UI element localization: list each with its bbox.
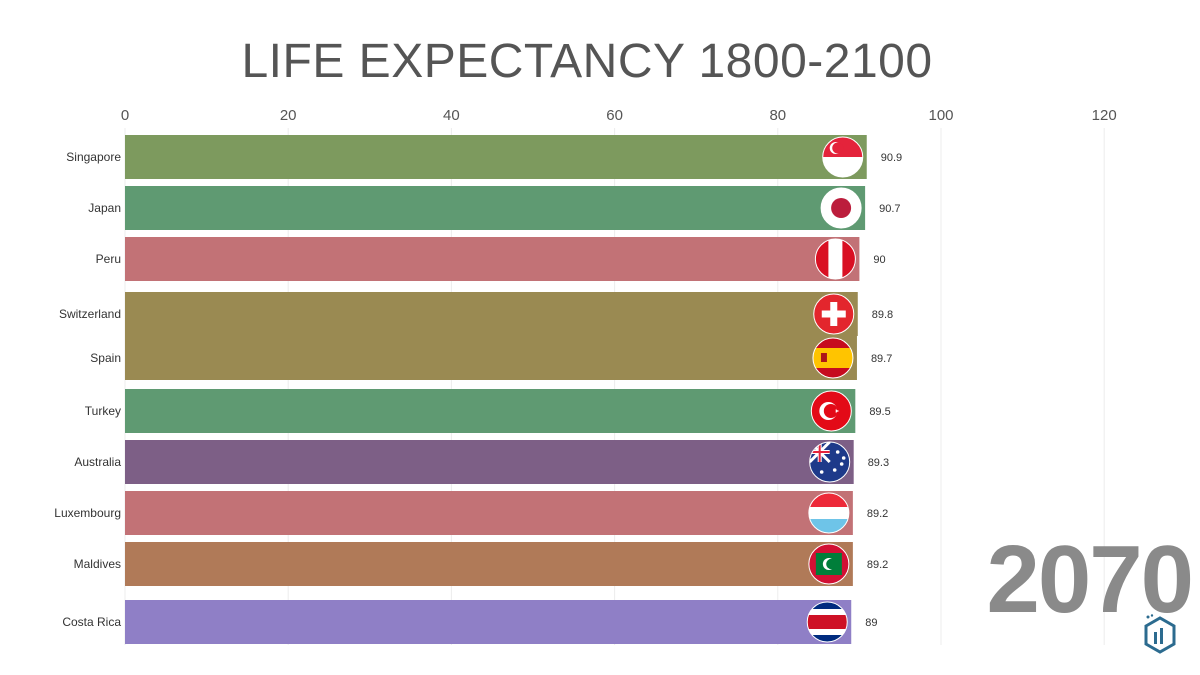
x-tick-label: 0 [121, 107, 129, 124]
turkey-flag-icon [810, 390, 852, 432]
bar [125, 491, 853, 535]
switzerland-flag-icon [813, 293, 855, 335]
value-label: 90.7 [879, 203, 900, 215]
value-label: 89.8 [872, 309, 893, 321]
value-label: 89 [865, 617, 877, 629]
x-tick-label: 60 [606, 107, 623, 124]
bar [125, 440, 854, 484]
brand-logo-icon [1142, 614, 1178, 659]
value-label: 89.7 [871, 353, 892, 365]
bar [125, 186, 866, 230]
value-label: 90.9 [881, 152, 902, 164]
category-label: Singapore [66, 150, 121, 164]
bar [125, 542, 853, 586]
x-tick-label: 80 [769, 107, 786, 124]
category-label: Japan [88, 201, 121, 215]
category-label: Peru [96, 252, 121, 266]
bar [125, 135, 867, 179]
category-label: Spain [90, 351, 121, 365]
bar [125, 237, 860, 281]
category-label: Switzerland [59, 307, 121, 321]
singapore-flag-icon [822, 136, 864, 178]
category-label: Luxembourg [54, 506, 121, 520]
luxembourg-flag-icon [808, 492, 850, 534]
category-label: Maldives [74, 557, 121, 571]
value-label: 90 [873, 254, 885, 266]
x-tick-label: 120 [1092, 107, 1117, 124]
bar [125, 600, 852, 644]
category-label: Costa Rica [62, 615, 121, 629]
bar [125, 336, 857, 380]
costa-rica-flag-icon [806, 601, 848, 643]
category-label: Turkey [85, 404, 121, 418]
value-label: 89.2 [867, 559, 888, 571]
x-tick-label: 20 [280, 107, 297, 124]
peru-flag-icon [814, 238, 856, 280]
value-label: 89.2 [867, 508, 888, 520]
x-tick-label: 100 [928, 107, 953, 124]
australia-flag-icon [809, 441, 851, 483]
chart-title: LIFE EXPECTANCY 1800-2100 [241, 35, 933, 88]
japan-flag-icon [820, 187, 862, 229]
year-label: 2070 [986, 526, 1194, 633]
category-label: Australia [74, 455, 121, 469]
value-label: 89.5 [869, 406, 890, 418]
value-label: 89.3 [868, 457, 889, 469]
bar [125, 292, 858, 336]
maldives-flag-icon [808, 543, 850, 585]
bar [125, 389, 856, 433]
x-tick-label: 40 [443, 107, 460, 124]
spain-flag-icon [812, 337, 854, 379]
